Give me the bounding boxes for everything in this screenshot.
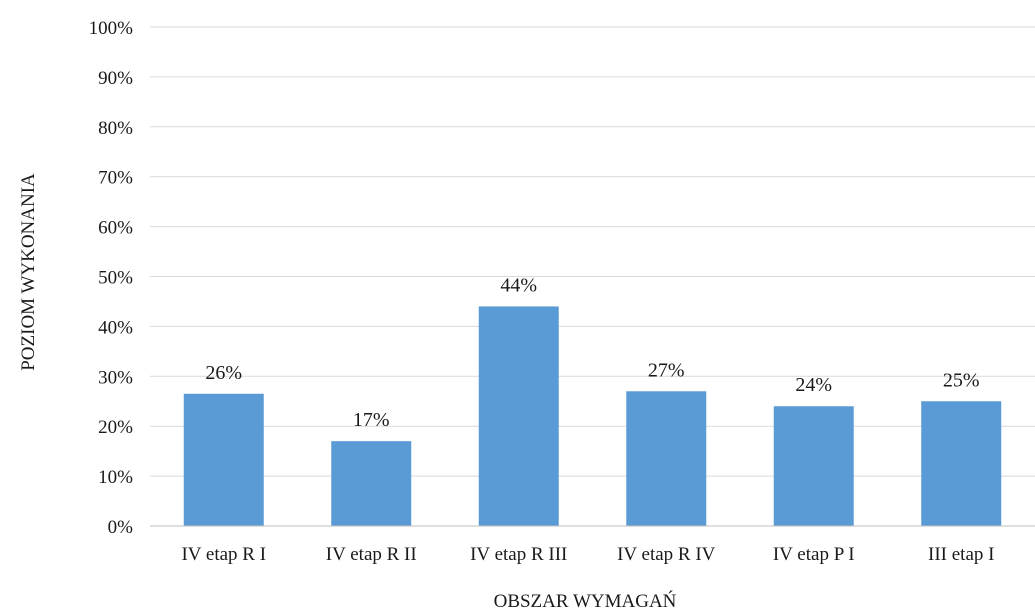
bar-value-label: 17% [353,409,390,431]
y-axis-ticks: 0% 10% 20% 30% 40% 50% 60% 70% 80% 90% 100% [89,18,134,538]
y-tick-label: 0% [108,517,134,538]
bar-value-label: 26% [205,362,242,384]
y-tick-label: 60% [98,218,133,239]
bar-value-label: 24% [795,374,832,396]
x-axis-title: OBSZAR WYMAGAŃ [494,590,677,612]
x-axis-categories: IV etap R I IV etap R II IV etap R III IV e… [181,544,994,565]
x-category-label: IV etap R III [470,544,567,565]
y-tick-label: 50% [98,268,133,289]
bar [331,441,412,526]
bars [183,306,1002,526]
bar [183,393,264,526]
bar [626,391,707,526]
y-tick-label: 20% [98,417,133,438]
x-category-label: III etap I [928,544,994,565]
bar-value-label: 25% [943,369,980,391]
x-category-label: IV etap P I [773,544,855,565]
y-tick-label: 100% [89,18,134,39]
bar [478,306,559,526]
y-axis-title: POZIOM WYKONANIA [18,173,39,371]
x-category-label: IV etap R II [326,544,417,565]
x-category-label: IV etap R I [181,544,266,565]
y-tick-label: 40% [98,317,133,338]
bar [921,401,1002,526]
x-category-label: IV etap R IV [617,544,716,565]
y-tick-label: 30% [98,367,133,388]
y-tick-label: 90% [98,68,133,89]
gridlines [150,26,1035,477]
bar [773,406,854,526]
bar-value-label: 44% [500,274,537,296]
y-tick-label: 10% [98,467,133,488]
y-tick-label: 80% [98,118,133,139]
y-tick-label: 70% [98,168,133,189]
data-labels: 26% 17% 44% 27% 24% 25% [205,274,979,431]
bar-value-label: 27% [648,359,685,381]
